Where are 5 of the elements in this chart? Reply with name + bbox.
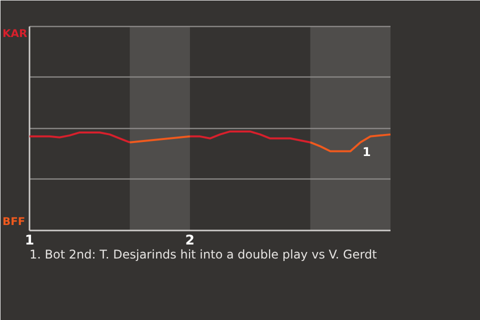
x-tick-label: 2 <box>185 234 195 248</box>
annotation: 1 <box>362 145 371 159</box>
text: KAR <box>2 27 28 40</box>
text: BFF <box>2 215 26 228</box>
text: 1. Bot 2nd: T. Desjarinds hit into a double play vs V. Gerdt <box>30 248 378 262</box>
